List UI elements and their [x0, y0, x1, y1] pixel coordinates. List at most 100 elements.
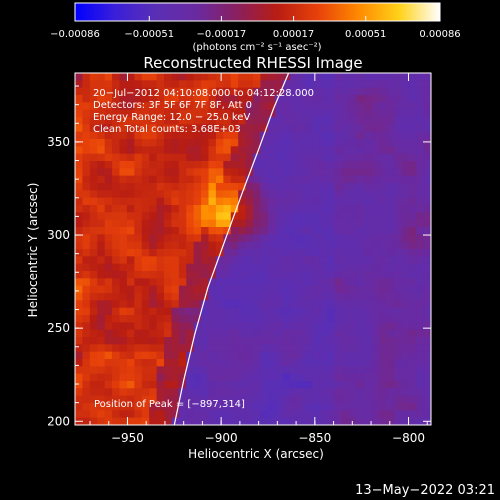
heatmap-cell — [416, 395, 425, 404]
heatmap-cell — [97, 183, 106, 191]
heatmap-cell — [423, 87, 431, 96]
heatmap-cell — [290, 285, 299, 294]
heatmap-cell — [75, 190, 84, 199]
heatmap-cell — [379, 315, 388, 323]
heatmap-cell — [386, 183, 395, 191]
heatmap-cell — [327, 197, 336, 206]
heatmap-cell — [89, 315, 98, 323]
heatmap-cell — [304, 161, 313, 169]
heatmap-cell — [408, 263, 417, 272]
heatmap-cell — [401, 388, 410, 397]
heatmap-cell — [97, 417, 106, 425]
heatmap-cell — [401, 271, 410, 279]
heatmap-cell — [156, 344, 165, 353]
heatmap-cell — [327, 212, 336, 221]
heatmap-cell — [215, 278, 224, 287]
heatmap-cell — [119, 219, 128, 228]
heatmap-cell — [149, 190, 158, 199]
heatmap-cell — [104, 212, 113, 221]
heatmap-cell — [89, 124, 98, 133]
heatmap-cell — [260, 197, 269, 206]
heatmap-cell — [82, 403, 91, 411]
heatmap-cell — [401, 256, 410, 265]
heatmap-cell — [223, 256, 232, 265]
heatmap-cell — [349, 351, 358, 360]
heatmap-cell — [416, 359, 425, 367]
heatmap-cell — [186, 395, 195, 404]
heatmap-cell — [126, 124, 135, 133]
heatmap-cell — [82, 300, 91, 309]
heatmap-cell — [238, 381, 247, 389]
heatmap-cell — [379, 278, 388, 287]
heatmap-cell — [245, 307, 254, 316]
heatmap-cell — [393, 161, 402, 169]
heatmap-cell — [208, 410, 217, 419]
heatmap-cell — [208, 417, 217, 425]
heatmap-cell — [134, 153, 143, 162]
heatmap-cell — [186, 190, 195, 199]
heatmap-cell — [253, 366, 262, 375]
heatmap-cell — [119, 271, 128, 279]
heatmap-cell — [149, 381, 158, 389]
heatmap-cell — [245, 322, 254, 331]
heatmap-cell — [312, 395, 321, 404]
heatmap-cell — [290, 168, 299, 177]
heatmap-cell — [342, 139, 351, 147]
heatmap-cell — [201, 300, 210, 309]
heatmap-cell — [304, 403, 313, 411]
heatmap-cell — [186, 205, 195, 213]
heatmap-cell — [186, 366, 195, 375]
heatmap-cell — [319, 131, 328, 140]
heatmap-cell — [334, 329, 343, 338]
heatmap-cell — [201, 271, 210, 279]
heatmap-cell — [253, 161, 262, 169]
heatmap-cell — [141, 300, 150, 309]
heatmap-cell — [386, 271, 395, 279]
heatmap-cell — [238, 87, 247, 96]
heatmap-cell — [379, 80, 388, 89]
heatmap-cell — [393, 256, 402, 265]
heatmap-cell — [253, 168, 262, 177]
heatmap-cell — [201, 139, 210, 147]
heatmap-cell — [141, 175, 150, 184]
heatmap-cell — [149, 263, 158, 272]
heatmap-cell — [215, 219, 224, 228]
heatmap-cell — [327, 80, 336, 89]
heatmap-cell — [334, 293, 343, 301]
heatmap-cell — [156, 300, 165, 309]
heatmap-cell — [238, 329, 247, 338]
heatmap-cell — [253, 146, 262, 155]
heatmap-cell — [371, 205, 380, 213]
heatmap-cell — [334, 212, 343, 221]
heatmap-cell — [89, 403, 98, 411]
heatmap-cell — [260, 329, 269, 338]
heatmap-cell — [97, 300, 106, 309]
heatmap-cell — [371, 212, 380, 221]
heatmap-cell — [82, 241, 91, 250]
heatmap-cell — [334, 285, 343, 294]
heatmap-cell — [134, 241, 143, 250]
heatmap-cell — [215, 183, 224, 191]
heatmap-cell — [267, 337, 276, 345]
heatmap-cell — [178, 315, 187, 323]
heatmap-cell — [112, 146, 121, 155]
heatmap-cell — [89, 227, 98, 235]
heatmap-cell — [393, 102, 402, 111]
heatmap-cell — [156, 285, 165, 294]
heatmap-cell — [230, 249, 239, 257]
heatmap-cell — [141, 366, 150, 375]
heatmap-cell — [119, 256, 128, 265]
heatmap-cell — [260, 117, 269, 125]
heatmap-cell — [282, 227, 291, 235]
heatmap-cell — [215, 212, 224, 221]
heatmap-cell — [230, 329, 239, 338]
heatmap-cell — [126, 117, 135, 125]
heatmap-cell — [297, 175, 306, 184]
heatmap-cell — [349, 219, 358, 228]
heatmap-cell — [312, 161, 321, 169]
heatmap-cell — [75, 175, 84, 184]
heatmap-cell — [245, 359, 254, 367]
heatmap-cell — [193, 183, 202, 191]
heatmap-cell — [82, 80, 91, 89]
